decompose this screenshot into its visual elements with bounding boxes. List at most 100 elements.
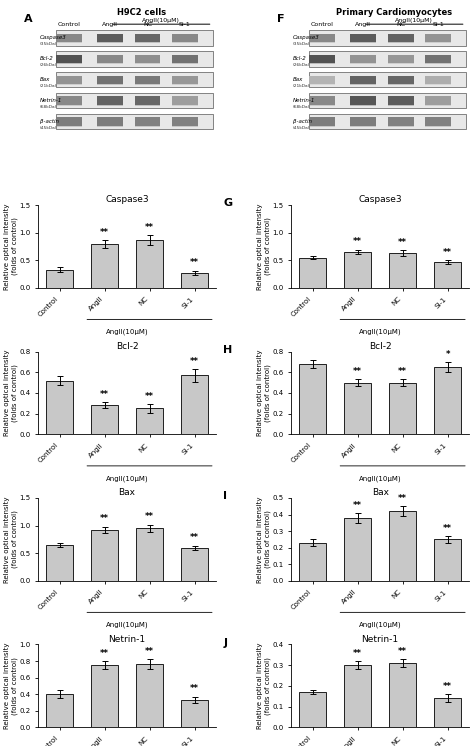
Bar <box>388 117 413 125</box>
Text: Netrin-1: Netrin-1 <box>293 98 315 103</box>
Bar <box>425 59 451 62</box>
Text: I: I <box>223 492 228 501</box>
Y-axis label: Relative optical intensity
(folds of control): Relative optical intensity (folds of con… <box>257 642 271 729</box>
Bar <box>56 40 82 43</box>
Title: Caspase3: Caspase3 <box>358 195 402 204</box>
Bar <box>434 539 461 581</box>
Bar <box>91 244 118 288</box>
Text: **: ** <box>443 524 452 533</box>
Text: AngII: AngII <box>355 22 371 27</box>
Text: (35kDa): (35kDa) <box>293 42 310 46</box>
Bar <box>135 117 160 125</box>
Bar <box>172 96 198 105</box>
Bar <box>350 40 376 43</box>
Text: **: ** <box>100 228 109 236</box>
Text: (26kDa): (26kDa) <box>293 63 310 67</box>
Bar <box>46 545 73 581</box>
Bar <box>56 81 82 85</box>
Bar <box>350 59 376 62</box>
Bar <box>299 692 326 727</box>
X-axis label: AngII(10μM): AngII(10μM) <box>359 475 401 482</box>
Bar <box>434 698 461 727</box>
Bar <box>181 548 208 581</box>
Text: J: J <box>223 638 228 648</box>
Bar <box>136 409 163 434</box>
Bar <box>310 80 335 83</box>
Text: (68kDa): (68kDa) <box>293 104 310 109</box>
Bar <box>97 117 123 125</box>
Bar <box>350 54 376 63</box>
Bar <box>56 80 82 83</box>
Bar <box>172 40 198 43</box>
Bar <box>350 80 376 83</box>
Bar <box>310 54 335 63</box>
Text: (45kDa): (45kDa) <box>293 125 310 130</box>
Bar <box>97 123 123 127</box>
Bar <box>388 75 413 84</box>
Bar <box>389 511 416 581</box>
Text: AngII(10μM): AngII(10μM) <box>142 18 180 22</box>
Bar <box>389 383 416 434</box>
Bar <box>172 123 198 127</box>
Text: AngII(10μM): AngII(10μM) <box>395 18 433 22</box>
Bar <box>388 101 413 104</box>
Bar <box>97 122 123 125</box>
Bar <box>425 81 451 85</box>
Text: **: ** <box>145 513 154 521</box>
Bar <box>181 273 208 288</box>
Bar <box>97 80 123 83</box>
Bar <box>299 364 326 434</box>
Bar <box>172 81 198 85</box>
Bar <box>97 81 123 85</box>
Title: Caspase3: Caspase3 <box>105 195 149 204</box>
Bar <box>172 54 198 63</box>
Bar <box>136 665 163 727</box>
Text: **: ** <box>353 501 362 510</box>
Bar <box>350 75 376 84</box>
Bar <box>91 665 118 727</box>
Bar <box>350 117 376 125</box>
Y-axis label: Relative optical intensity
(folds of control): Relative optical intensity (folds of con… <box>257 203 271 289</box>
Bar <box>97 101 123 104</box>
Bar <box>350 81 376 85</box>
Bar <box>310 60 335 64</box>
Bar <box>344 252 371 288</box>
Bar <box>135 60 160 64</box>
Bar <box>388 96 413 105</box>
Y-axis label: Relative optical intensity
(folds of control): Relative optical intensity (folds of con… <box>4 203 18 289</box>
Bar <box>425 101 451 104</box>
Text: (21kDa): (21kDa) <box>293 84 310 88</box>
Bar <box>388 40 413 43</box>
Bar <box>172 102 198 106</box>
Bar <box>425 54 451 63</box>
Bar <box>388 59 413 62</box>
Bar <box>91 405 118 434</box>
Text: (21kDa): (21kDa) <box>40 84 57 88</box>
Bar <box>425 117 451 125</box>
Bar <box>56 123 82 127</box>
Bar <box>344 665 371 727</box>
Bar <box>56 72 213 87</box>
Bar <box>309 31 465 46</box>
Bar <box>425 38 451 41</box>
Bar <box>388 81 413 85</box>
Bar <box>310 81 335 85</box>
Bar <box>56 51 213 66</box>
Bar <box>350 60 376 64</box>
Bar <box>172 122 198 125</box>
Text: Bax: Bax <box>293 78 303 82</box>
Bar <box>46 695 73 727</box>
Text: β-actin: β-actin <box>40 119 59 124</box>
Bar <box>56 96 82 105</box>
Text: Caspase3: Caspase3 <box>40 36 66 40</box>
Bar <box>56 75 82 84</box>
Bar <box>388 60 413 64</box>
Text: H9C2 cells: H9C2 cells <box>117 8 166 17</box>
Bar <box>309 93 465 108</box>
Bar <box>310 117 335 125</box>
Bar <box>299 257 326 288</box>
Bar <box>388 38 413 41</box>
Text: Bcl-2: Bcl-2 <box>293 57 307 61</box>
Title: Netrin-1: Netrin-1 <box>109 635 146 644</box>
Text: **: ** <box>100 390 109 399</box>
